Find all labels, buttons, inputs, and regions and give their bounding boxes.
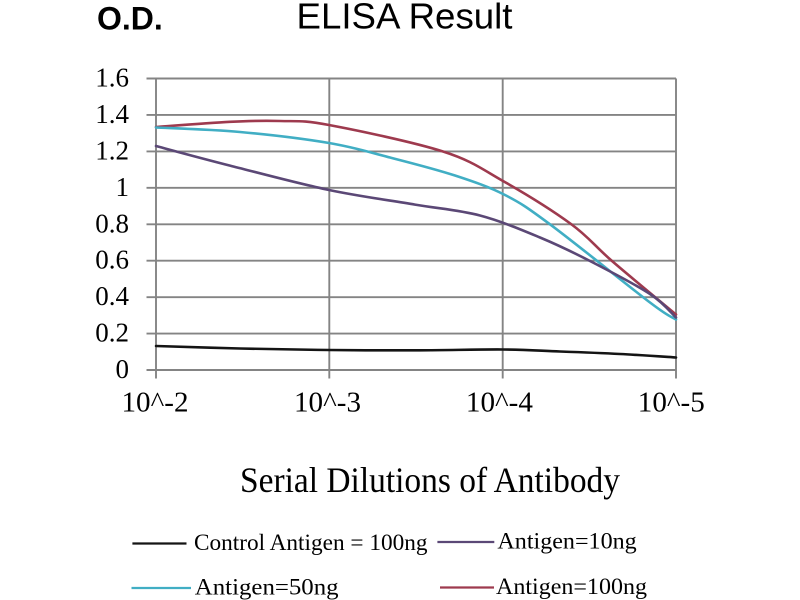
svg-text:0.6: 0.6 [95,245,129,275]
svg-text:10^-3: 10^-3 [294,387,361,419]
svg-text:10^-2: 10^-2 [122,387,189,419]
svg-text:Antigen=50ng: Antigen=50ng [195,575,339,600]
svg-text:1.6: 1.6 [95,63,129,93]
svg-text:10^-4: 10^-4 [466,387,534,419]
svg-text:1.4: 1.4 [95,99,129,129]
svg-text:10^-5: 10^-5 [638,387,705,419]
svg-text:0.4: 0.4 [95,281,129,311]
svg-text:Antigen=100ng: Antigen=100ng [496,574,648,599]
svg-text:0.2: 0.2 [95,318,129,348]
svg-text:1: 1 [116,172,130,202]
svg-text:Serial Dilutions of Antibody: Serial Dilutions of Antibody [240,460,620,500]
svg-text:1.2: 1.2 [95,135,129,165]
svg-text:ELISA Result: ELISA Result [297,0,513,37]
svg-text:0.8: 0.8 [95,208,129,238]
svg-text:Antigen=10ng: Antigen=10ng [497,529,637,554]
svg-text:Control Antigen = 100ng: Control Antigen = 100ng [194,530,428,555]
svg-text:O.D.: O.D. [97,1,163,37]
svg-text:0: 0 [116,354,130,384]
